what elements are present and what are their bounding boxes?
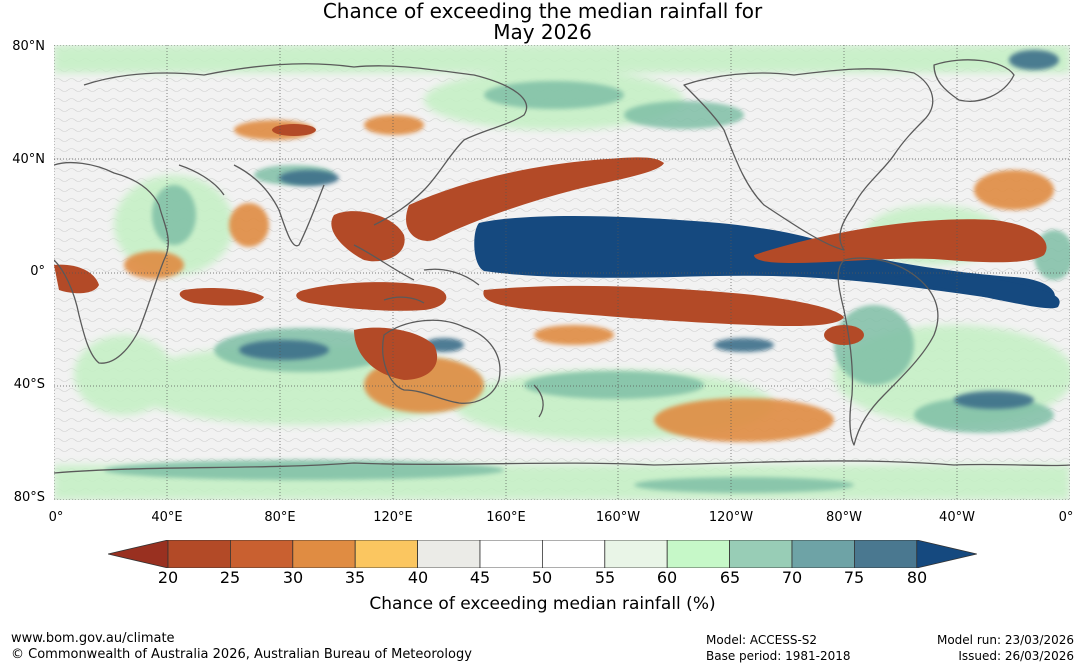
rainfall-map: [54, 45, 1070, 500]
graticule: [54, 45, 1070, 500]
likely-wetter-areas: [239, 50, 1059, 409]
coastline-india: [178, 164, 325, 247]
lon-label-40w: 40°W: [939, 510, 975, 525]
colorbar-tick: 80: [906, 568, 928, 587]
colorbar-tick: 20: [157, 568, 179, 587]
footer-url: www.bom.gov.au/climate: [11, 631, 175, 646]
colorbar-segment-above-max: [916, 540, 977, 568]
lat-label-80s: 80°S: [13, 490, 45, 505]
colorbar-tick: 40: [407, 568, 429, 587]
lon-label-120w: 120°W: [708, 510, 754, 525]
colorbar-tick: 50: [531, 568, 553, 587]
colorbar-segment: [854, 540, 918, 568]
colorbar-segment: [479, 540, 543, 568]
footer-issued: Issued: 26/03/2026: [958, 649, 1074, 663]
colorbar-tick: 45: [469, 568, 491, 587]
colorbar-segment: [541, 540, 606, 568]
lon-label-0-east: 0°: [1058, 510, 1074, 525]
lon-label-120e: 120°E: [373, 510, 413, 525]
colorbar-tick: 75: [843, 568, 865, 587]
colorbar-segment: [666, 540, 731, 568]
colorbar-tick: 65: [719, 568, 741, 587]
lon-label-160e: 160°E: [486, 510, 526, 525]
colorbar-segment: [604, 540, 668, 568]
footer-model-run: Model run: 23/03/2026: [936, 633, 1074, 647]
lat-label-80n: 80°N: [12, 39, 45, 54]
footer-base-period: Base period: 1981-2018: [706, 649, 851, 663]
colorbar-tick: 60: [656, 568, 678, 587]
coastlines: [54, 59, 1070, 474]
lat-label-40s: 40°S: [13, 377, 45, 392]
colorbar-segment: [292, 540, 356, 568]
colorbar-label: Chance of exceeding median rainfall (%): [369, 594, 716, 614]
colorbar-segment: [417, 540, 481, 568]
likely-drier-areas: [54, 124, 1047, 380]
colorbar-segment: [167, 540, 231, 568]
colorbar-segment: [791, 540, 855, 568]
coastline-greenland: [933, 59, 1015, 102]
lon-label-0: 0°: [48, 510, 64, 525]
coastline-new-zealand: [533, 384, 544, 418]
lon-label-80e: 80°E: [264, 510, 296, 525]
lon-label-160w: 160°W: [595, 510, 641, 525]
lon-label-40e: 40°E: [151, 510, 183, 525]
colorbar-tick: 70: [781, 568, 803, 587]
colorbar-segment: [230, 540, 294, 568]
colorbar-tick: 35: [344, 568, 366, 587]
footer-copyright: © Commonwealth of Australia 2026, Austra…: [11, 647, 472, 662]
coastline-africa: [54, 162, 169, 364]
colorbar-tick: 25: [219, 568, 241, 587]
colorbar-segment: [354, 540, 418, 568]
colorbar-tick: 55: [594, 568, 616, 587]
lat-label-0: 0°: [30, 264, 45, 279]
coastline-north-america: [683, 68, 934, 251]
colorbar-segment-below-min: [108, 540, 169, 568]
lat-label-40n: 40°N: [12, 152, 45, 167]
map-title-line1: Chance of exceeding the median rainfall …: [322, 0, 763, 23]
map-title-line2: May 2026: [493, 20, 592, 44]
coastline-australia: [382, 319, 501, 404]
coastline-southeast-asia: [353, 244, 480, 304]
footer-model: Model: ACCESS-S2: [706, 633, 818, 647]
colorbar-segment: [729, 540, 793, 568]
coastline-eurasia: [83, 63, 528, 226]
lon-label-80w: 80°W: [826, 510, 862, 525]
coastline-antarctica: [54, 460, 1070, 474]
coastline-south-america: [837, 257, 939, 446]
colorbar-tick: 30: [282, 568, 304, 587]
colorbar: [108, 540, 977, 568]
